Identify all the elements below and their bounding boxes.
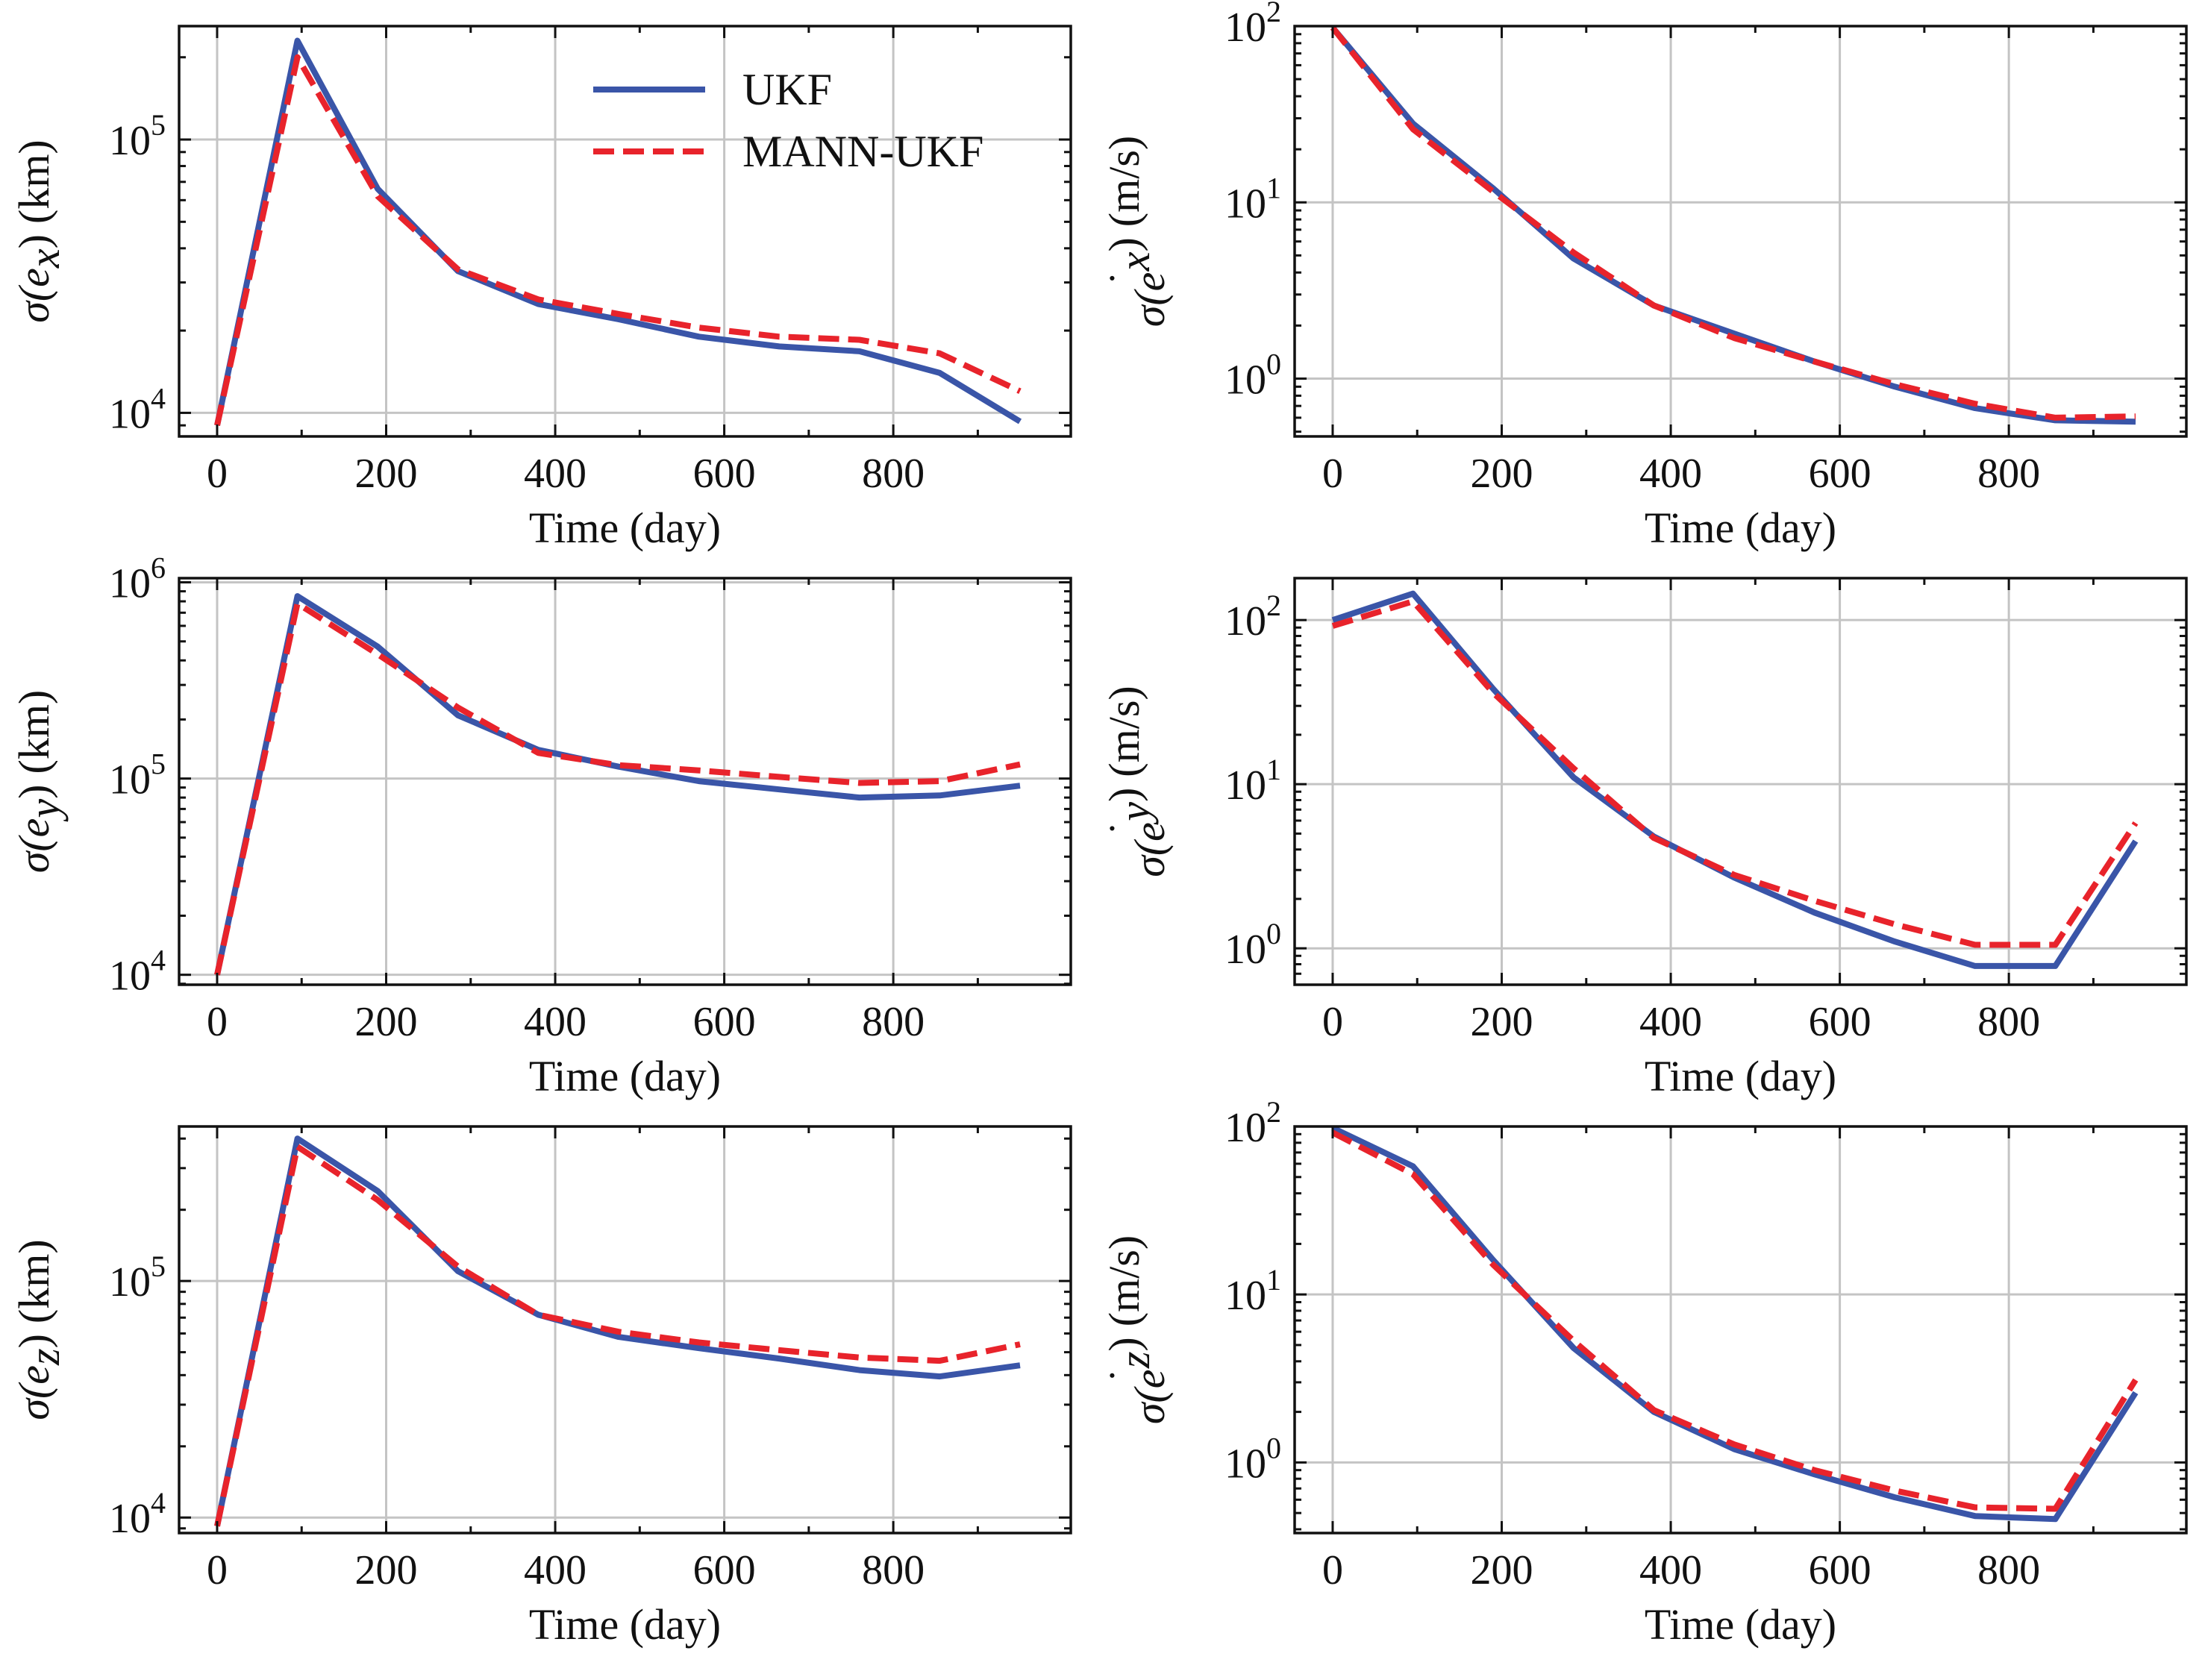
y-tick-label: 100 bbox=[1225, 348, 1281, 404]
x-tick-label: 0 bbox=[207, 451, 228, 497]
x-tick-label: 800 bbox=[862, 1547, 925, 1593]
x-tick-label: 400 bbox=[1639, 999, 1702, 1045]
legend: UKF MANN-UKF bbox=[593, 65, 983, 176]
y-tick-label: 106 bbox=[109, 551, 166, 607]
y-tick-label: 105 bbox=[109, 747, 166, 803]
series-line-mann-ukf bbox=[1330, 25, 2136, 421]
series-line-ukf bbox=[214, 593, 1021, 976]
x-tick-label: 600 bbox=[693, 451, 756, 497]
legend-label-mann-ukf: MANN-UKF bbox=[742, 127, 983, 176]
y-axis-title: σ(e˙y)(m/s) bbox=[1100, 686, 1174, 877]
x-tick-label: 800 bbox=[862, 999, 925, 1045]
y-tick-label: 102 bbox=[1225, 0, 1281, 51]
x-tick-label: 400 bbox=[1639, 1547, 1702, 1593]
x-tick-label: 200 bbox=[1471, 451, 1533, 497]
x-tick-label: 0 bbox=[1322, 999, 1343, 1045]
x-tick-label: 800 bbox=[1977, 451, 2040, 497]
series-line-ukf bbox=[214, 37, 1022, 427]
plot-frame bbox=[1293, 25, 2188, 438]
grid bbox=[179, 1126, 1071, 1533]
panel-ez: 0 200 400 600 800 104 105 Time (day) σ(ez)(km) bbox=[10, 1125, 1072, 1649]
y-tick-label: 105 bbox=[109, 108, 166, 164]
x-tick-label: 400 bbox=[524, 999, 587, 1045]
x-tick-label: 0 bbox=[207, 1547, 228, 1593]
plot-frame bbox=[1293, 1125, 2188, 1535]
x-axis-title: Time (day) bbox=[529, 1052, 721, 1100]
y-tick-label: 104 bbox=[109, 1486, 166, 1542]
y-tick-label: 104 bbox=[109, 381, 166, 437]
panel-vz: 0 200 400 600 800 100 101 102 Time (day) σ(e˙z)(m… bbox=[1100, 1095, 2188, 1649]
panel-ey: 0 200 400 600 800 104 105 106 Time (day) σ(ey)(km… bbox=[10, 551, 1072, 1100]
x-axis-title: Time (day) bbox=[1645, 1600, 1836, 1649]
panel-ex: 0 200 400 600 800 104 105 Time (day) σ(ex)(km) UK… bbox=[10, 25, 1072, 552]
series-line-ukf bbox=[1330, 25, 2136, 425]
x-axis-title: Time (day) bbox=[529, 504, 721, 552]
x-axis-title: Time (day) bbox=[1645, 1052, 1836, 1100]
y-axis-title: σ(e˙z)(m/s) bbox=[1100, 1235, 1174, 1424]
panel-vy: 0 200 400 600 800 100 101 102 Time (day) σ(e˙y)(m… bbox=[1100, 577, 2188, 1100]
x-tick-label: 800 bbox=[1977, 999, 2040, 1045]
plot-frame bbox=[178, 25, 1072, 438]
y-tick-label: 100 bbox=[1225, 917, 1281, 973]
x-tick-label: 200 bbox=[355, 1547, 418, 1593]
legend-label-ukf: UKF bbox=[742, 65, 832, 114]
x-tick-label: 600 bbox=[693, 1547, 756, 1593]
x-tick-label: 200 bbox=[355, 451, 418, 497]
x-tick-label: 800 bbox=[862, 451, 925, 497]
series-line-ukf bbox=[214, 1135, 1021, 1527]
y-axis-title: σ(e˙x)(m/s) bbox=[1100, 136, 1174, 327]
series-line-ukf bbox=[1331, 1125, 2139, 1523]
y-tick-label: 101 bbox=[1225, 171, 1281, 227]
x-tick-label: 600 bbox=[1809, 451, 1871, 497]
series-line-mann-ukf bbox=[1331, 598, 2139, 948]
y-tick-label: 102 bbox=[1225, 1095, 1281, 1151]
series-line-mann-ukf bbox=[214, 1144, 1021, 1527]
panels: 0 200 400 600 800 104 105 Time (day) σ(ex)(km) UK… bbox=[10, 0, 2188, 1649]
x-tick-label: 400 bbox=[524, 1547, 587, 1593]
y-tick-label: 102 bbox=[1225, 589, 1281, 645]
y-tick-label: 100 bbox=[1225, 1431, 1281, 1487]
x-axis-title: Time (day) bbox=[1645, 504, 1836, 552]
x-tick-label: 800 bbox=[1977, 1547, 2040, 1593]
plot-frame bbox=[178, 577, 1072, 986]
x-tick-label: 200 bbox=[1471, 999, 1533, 1045]
y-tick-label: 101 bbox=[1225, 753, 1281, 809]
y-tick-label: 101 bbox=[1225, 1263, 1281, 1319]
x-tick-label: 200 bbox=[1471, 1547, 1533, 1593]
grid bbox=[179, 578, 1071, 985]
x-tick-label: 0 bbox=[1322, 451, 1343, 497]
x-tick-label: 400 bbox=[1639, 451, 1702, 497]
series-line-mann-ukf bbox=[214, 54, 1022, 427]
plot-frame bbox=[178, 1125, 1072, 1535]
panel-vx: 0 200 400 600 800 100 101 102 Time (day) σ(e˙x)(m… bbox=[1100, 0, 2188, 552]
y-axis-title: σ(ex)(km) bbox=[10, 140, 69, 323]
plot-frame bbox=[1293, 577, 2188, 986]
x-tick-label: 0 bbox=[1322, 1547, 1343, 1593]
y-axis-title: σ(ey)(km) bbox=[10, 690, 69, 874]
x-tick-label: 600 bbox=[1809, 1547, 1871, 1593]
x-tick-label: 400 bbox=[524, 451, 587, 497]
y-tick-label: 104 bbox=[109, 944, 166, 1000]
grid bbox=[1295, 578, 2186, 985]
x-tick-label: 600 bbox=[1809, 999, 1871, 1045]
y-axis-title: σ(ez)(km) bbox=[10, 1239, 69, 1420]
x-tick-label: 200 bbox=[355, 999, 418, 1045]
series-line-mann-ukf bbox=[1331, 1129, 2139, 1512]
x-tick-label: 0 bbox=[207, 999, 228, 1045]
y-tick-label: 105 bbox=[109, 1250, 166, 1306]
x-axis-title: Time (day) bbox=[529, 1600, 721, 1649]
x-tick-label: 600 bbox=[693, 999, 756, 1045]
grid bbox=[179, 26, 1071, 436]
